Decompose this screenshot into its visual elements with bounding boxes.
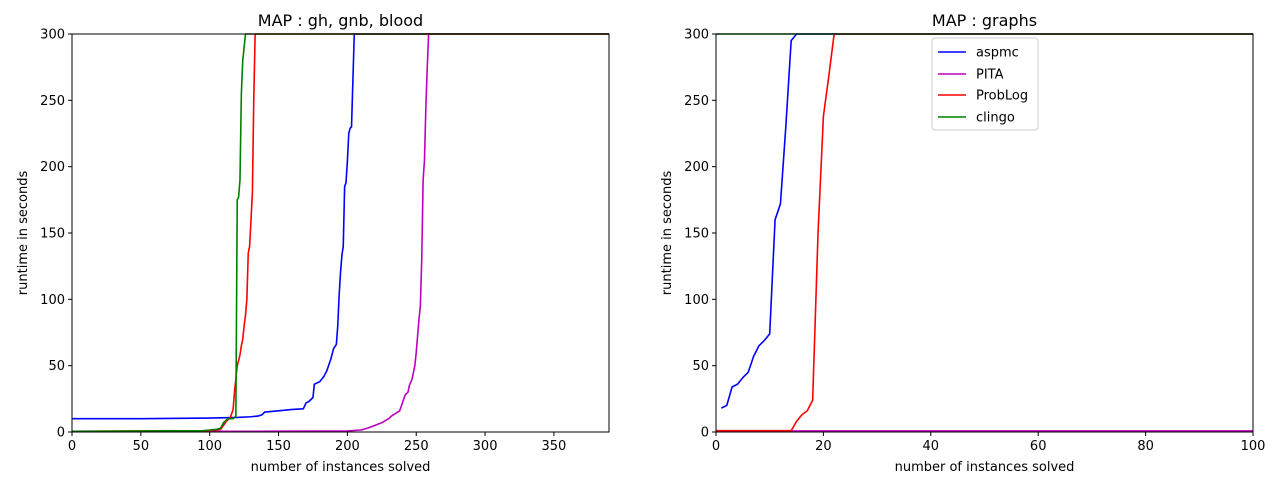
chart-left-ytick-label: 50 <box>48 359 65 374</box>
chart-left-series-problog <box>71 33 609 433</box>
chart-left-xtick-label: 0 <box>68 439 76 454</box>
chart-right-ytick-label: 100 <box>684 293 709 308</box>
chart-left-xtick-label: 150 <box>266 439 291 454</box>
legend-label-clingo: clingo <box>976 111 1015 126</box>
legend-box <box>931 37 1039 131</box>
chart-right-xtick-label: 80 <box>1137 439 1154 454</box>
legend-entry-aspmc: aspmc <box>938 46 1019 61</box>
legend-entry-pita: PITA <box>938 68 1004 83</box>
chart-right-series-problog <box>716 33 1253 432</box>
chart-right-xtick-label: 60 <box>1030 439 1047 454</box>
chart-left-xtick-label: 350 <box>542 439 567 454</box>
chart-left-xtick-label: 50 <box>133 439 150 454</box>
legend-label-problog: ProbLog <box>976 89 1028 104</box>
chart-left: MAP : gh, gnb, blood number of instances… <box>16 11 610 475</box>
legend: aspmc PITA ProbLog clingo <box>931 37 1039 131</box>
chart-right: MAP : graphs number of instances solved … <box>660 11 1265 475</box>
chart-right-series-aspmc <box>721 33 1253 409</box>
chart-left-ytick-label: 200 <box>40 160 65 175</box>
chart-left-xtick-label: 300 <box>473 439 498 454</box>
chart-left-ticks-layer: 0 50 100 150 200 250 300 350 0 50 100 150 200 250 300 <box>40 28 566 455</box>
chart-left-xlabel: number of instances solved <box>251 460 431 475</box>
chart-left-ytick-label: 100 <box>40 293 65 308</box>
chart-left-frame <box>71 33 610 433</box>
chart-right-xtick-label: 100 <box>1241 439 1265 454</box>
chart-left-ytick-label: 150 <box>40 227 65 242</box>
chart-left-title: MAP : gh, gnb, blood <box>258 11 423 30</box>
chart-left-ytick-label: 300 <box>40 28 65 43</box>
chart-right-ytick-label: 50 <box>692 359 709 374</box>
chart-right-xtick-label: 40 <box>923 439 940 454</box>
chart-right-xtick-label: 20 <box>815 439 832 454</box>
chart-right-xlabel: number of instances solved <box>895 460 1075 475</box>
chart-right-ytick-label: 200 <box>684 160 709 175</box>
chart-left-xtick-label: 100 <box>197 439 222 454</box>
chart-left-ylabel: runtime in seconds <box>16 171 31 296</box>
chart-left-ytick-label: 250 <box>40 94 65 109</box>
chart-left-series-clingo <box>71 33 609 433</box>
chart-right-frame <box>715 33 1254 433</box>
legend-label-pita: PITA <box>976 68 1004 83</box>
chart-right-ytick-label: 300 <box>684 28 709 43</box>
chart-right-ytick-label: 150 <box>684 227 709 242</box>
chart-left-xtick-label: 200 <box>335 439 360 454</box>
chart-right-ytick-label: 0 <box>701 426 709 441</box>
chart-right-ytick-label: 250 <box>684 94 709 109</box>
chart-right-title: MAP : graphs <box>932 11 1037 30</box>
chart-left-xtick-label: 250 <box>404 439 429 454</box>
chart-left-ytick-label: 0 <box>57 426 65 441</box>
chart-right-xtick-label: 0 <box>712 439 720 454</box>
legend-entry-clingo: clingo <box>938 111 1015 126</box>
chart-left-series-aspmc <box>72 33 609 420</box>
legend-entry-problog: ProbLog <box>938 89 1028 104</box>
legend-label-aspmc: aspmc <box>976 46 1019 61</box>
chart-right-ticks-layer: 0 20 40 60 80 100 0 50 100 150 200 250 300 <box>684 28 1265 455</box>
chart-right-ylabel: runtime in seconds <box>660 171 675 296</box>
